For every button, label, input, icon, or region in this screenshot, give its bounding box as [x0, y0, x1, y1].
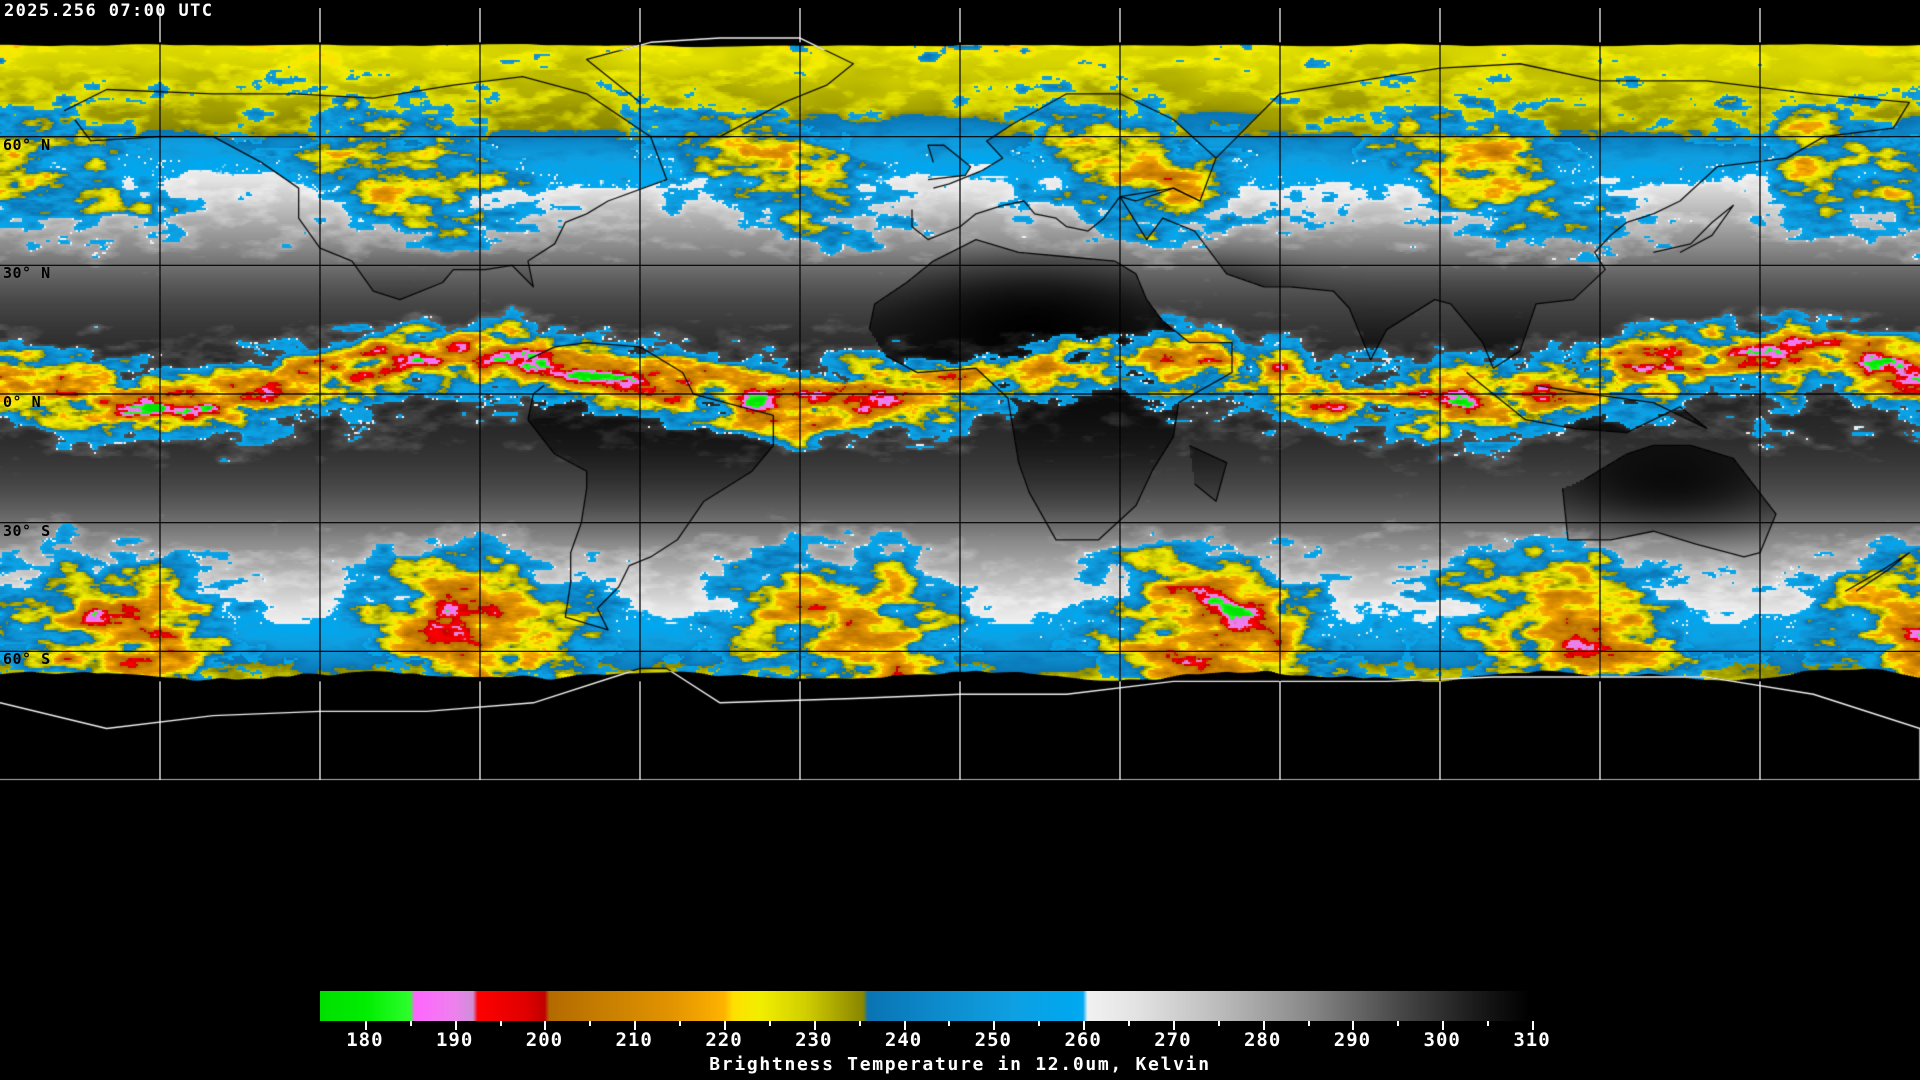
colorbar-minor-tick [1217, 1021, 1220, 1026]
colorbar-major-tick [1172, 1021, 1175, 1030]
latitude-label-0: 0° N [3, 393, 42, 411]
colorbar-minor-tick [679, 1021, 682, 1026]
colorbar-major-tick [544, 1021, 547, 1030]
timestamp-label: 2025.256 07:00 UTC [4, 1, 214, 21]
colorbar-minor-tick [409, 1021, 412, 1026]
colorbar-minor-tick [768, 1021, 771, 1026]
colorbar-canvas [320, 991, 1532, 1021]
colorbar-minor-tick [858, 1021, 861, 1026]
colorbar-minor-tick [589, 1021, 592, 1026]
colorbar-tick-label: 190 [435, 1029, 474, 1051]
colorbar-major-tick [993, 1021, 996, 1030]
colorbar-minor-tick [1128, 1021, 1130, 1026]
colorbar-minor-tick [1038, 1021, 1041, 1026]
colorbar-major-tick [813, 1021, 816, 1030]
colorbar-major-tick [1532, 1021, 1534, 1030]
colorbar-tick-label: 240 [884, 1029, 923, 1051]
colorbar-tick-label: 300 [1423, 1029, 1461, 1051]
colorbar-tick-label: 210 [615, 1029, 653, 1051]
colorbar-minor-tick [1397, 1021, 1400, 1026]
colorbar-gradient [320, 991, 1532, 1021]
colorbar-minor-tick [948, 1021, 951, 1026]
latitude-label-s30: 30° S [3, 521, 51, 540]
colorbar-major-tick [903, 1021, 906, 1030]
colorbar-legend: 180 190 200 210 220 230 240 250 260 270 280 290 300 3… [0, 975, 1920, 1080]
colorbar-major-tick [454, 1021, 457, 1030]
colorbar-tick-label: 220 [705, 1029, 743, 1051]
colorbar-tick-label: 270 [1154, 1029, 1192, 1051]
colorbar-major-tick [1352, 1021, 1355, 1030]
colorbar-major-tick [634, 1021, 637, 1030]
latitude-label-60: 60° N [3, 135, 51, 154]
map-image [0, 0, 1920, 975]
colorbar-tick-label: 250 [974, 1029, 1012, 1051]
latitude-label-30: 30° N [3, 264, 51, 283]
colorbar-tick-label: 180 [346, 1029, 384, 1051]
colorbar-ticks [320, 1021, 1534, 1030]
colorbar-tick-label: 230 [795, 1029, 833, 1051]
colorbar-minor-tick [1307, 1021, 1310, 1026]
colorbar-major-tick [364, 1021, 367, 1030]
colorbar-minor-tick [1487, 1021, 1490, 1026]
colorbar-tick-label: 260 [1064, 1029, 1102, 1051]
colorbar-major-tick [1442, 1021, 1445, 1030]
colorbar-tick-label: 310 [1513, 1029, 1551, 1051]
colorbar-major-tick [1262, 1021, 1265, 1030]
global-satellite-map[interactable]: 60° N 30° N 0° N 30° S 60° S [0, 0, 1920, 975]
colorbar-caption: Brightness Temperature in 12.0um, Kelvin [709, 1054, 1211, 1075]
latitude-label-s60: 60° S [3, 650, 51, 669]
colorbar-major-tick [1083, 1021, 1086, 1030]
colorbar-tick-labels: 180 190 200 210 220 230 240 250 260 270 280 290 300 3… [0, 1029, 1920, 1053]
colorbar-tick-label: 280 [1243, 1029, 1282, 1051]
colorbar-tick-label: 200 [525, 1029, 564, 1051]
colorbar-tick-label: 290 [1333, 1029, 1372, 1051]
colorbar-major-tick [724, 1021, 726, 1030]
colorbar-minor-tick [499, 1021, 502, 1026]
